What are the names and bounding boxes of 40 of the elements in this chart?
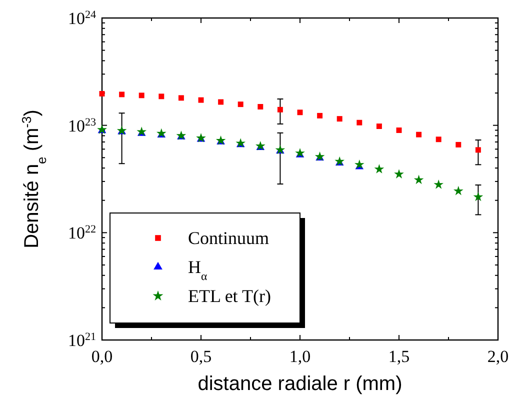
point [317,112,323,118]
x-axis-title: distance radiale r (mm) [198,373,402,395]
y-tick-label: 10$^{23}$ [68,116,96,136]
point [416,132,422,138]
x-tick-label: 2,0 [487,347,509,366]
legend-label: H$_{α}$ [188,257,208,282]
point [354,160,364,169]
point [436,136,442,142]
point [297,110,303,116]
point [475,147,481,153]
point [414,174,424,184]
point [336,116,342,122]
legend-label: ETL et T(r) [188,286,271,306]
y-tick-label: 10$^{21}$ [68,331,96,350]
point [258,104,264,110]
point [198,97,204,103]
x-tick-label: 1,0 [289,347,311,366]
point [277,106,283,112]
point [434,180,444,189]
point [394,169,404,178]
x-tick-label: 1,5 [388,347,410,366]
point [178,95,184,101]
point [119,92,125,98]
point [218,99,224,105]
x-tick-label: 0,5 [190,347,212,366]
point [396,128,402,133]
point [238,102,244,108]
y-tick-label: 10$^{22}$ [68,224,96,243]
point [453,186,464,196]
y-tick-label: 10$^{24}$ [68,9,96,28]
x-tick-label: 0,0 [91,347,113,366]
point [158,94,164,100]
point [374,164,384,174]
point [138,92,144,98]
legend-label: Continuum [188,228,270,248]
point [376,124,382,130]
point [99,90,105,96]
point [456,142,462,148]
point [473,192,484,202]
point [356,120,362,126]
